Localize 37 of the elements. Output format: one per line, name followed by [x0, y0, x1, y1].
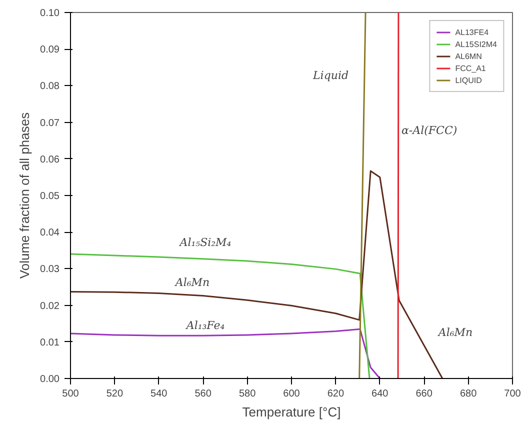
- legend-label: AL15SI2M4: [455, 40, 497, 48]
- legend-label: AL13FE4: [455, 28, 489, 36]
- x-tick-label: 660: [416, 388, 433, 400]
- x-tick-label: 580: [238, 388, 256, 400]
- y-tick-label: 0.02: [40, 300, 60, 312]
- y-tick-label: 0.01: [40, 337, 60, 348]
- x-tick-label: 520: [106, 388, 124, 400]
- x-tick-label: 680: [460, 388, 478, 400]
- annotation: Al₆Mn: [437, 326, 473, 339]
- y-tick-label: 0.08: [40, 81, 60, 92]
- line-series: [70, 328, 381, 378]
- y-tick-label: 0.03: [40, 264, 60, 276]
- y-tick-label: 0.10: [40, 8, 60, 19]
- annotation: Al₁₃Fe₄: [185, 319, 225, 332]
- y-tick-label: 0.05: [40, 191, 60, 202]
- y-tick-label: 0.00: [40, 374, 60, 385]
- x-tick-label: 700: [504, 388, 522, 400]
- annotation: Al₁₅Si₂M₄: [178, 236, 232, 249]
- x-tick-label: 600: [283, 388, 300, 400]
- x-tick-label: 560: [194, 388, 212, 400]
- legend-label: FCC_A1: [455, 64, 486, 72]
- y-axis-title: Volume fraction of all phases: [17, 112, 32, 279]
- legend-label: AL6MN: [455, 52, 482, 60]
- legend-label: LIQUID: [455, 76, 482, 84]
- y-tick-label: 0.07: [40, 118, 60, 129]
- y-tick-label: 0.09: [40, 44, 60, 56]
- annotation: Al₆Mn: [174, 276, 210, 289]
- x-tick-label: 540: [150, 388, 168, 400]
- y-tick-label: 0.06: [40, 154, 60, 166]
- annotation: α-Al(FCC): [402, 124, 458, 137]
- annotation: Liquid: [312, 69, 349, 82]
- x-axis-title: Temperature [°C]: [242, 404, 341, 420]
- x-tick-label: 640: [372, 388, 389, 400]
- line-series: [70, 253, 370, 378]
- x-tick-label: 500: [62, 388, 80, 400]
- x-tick-label: 620: [327, 388, 344, 400]
- y-tick-label: 0.04: [40, 228, 60, 239]
